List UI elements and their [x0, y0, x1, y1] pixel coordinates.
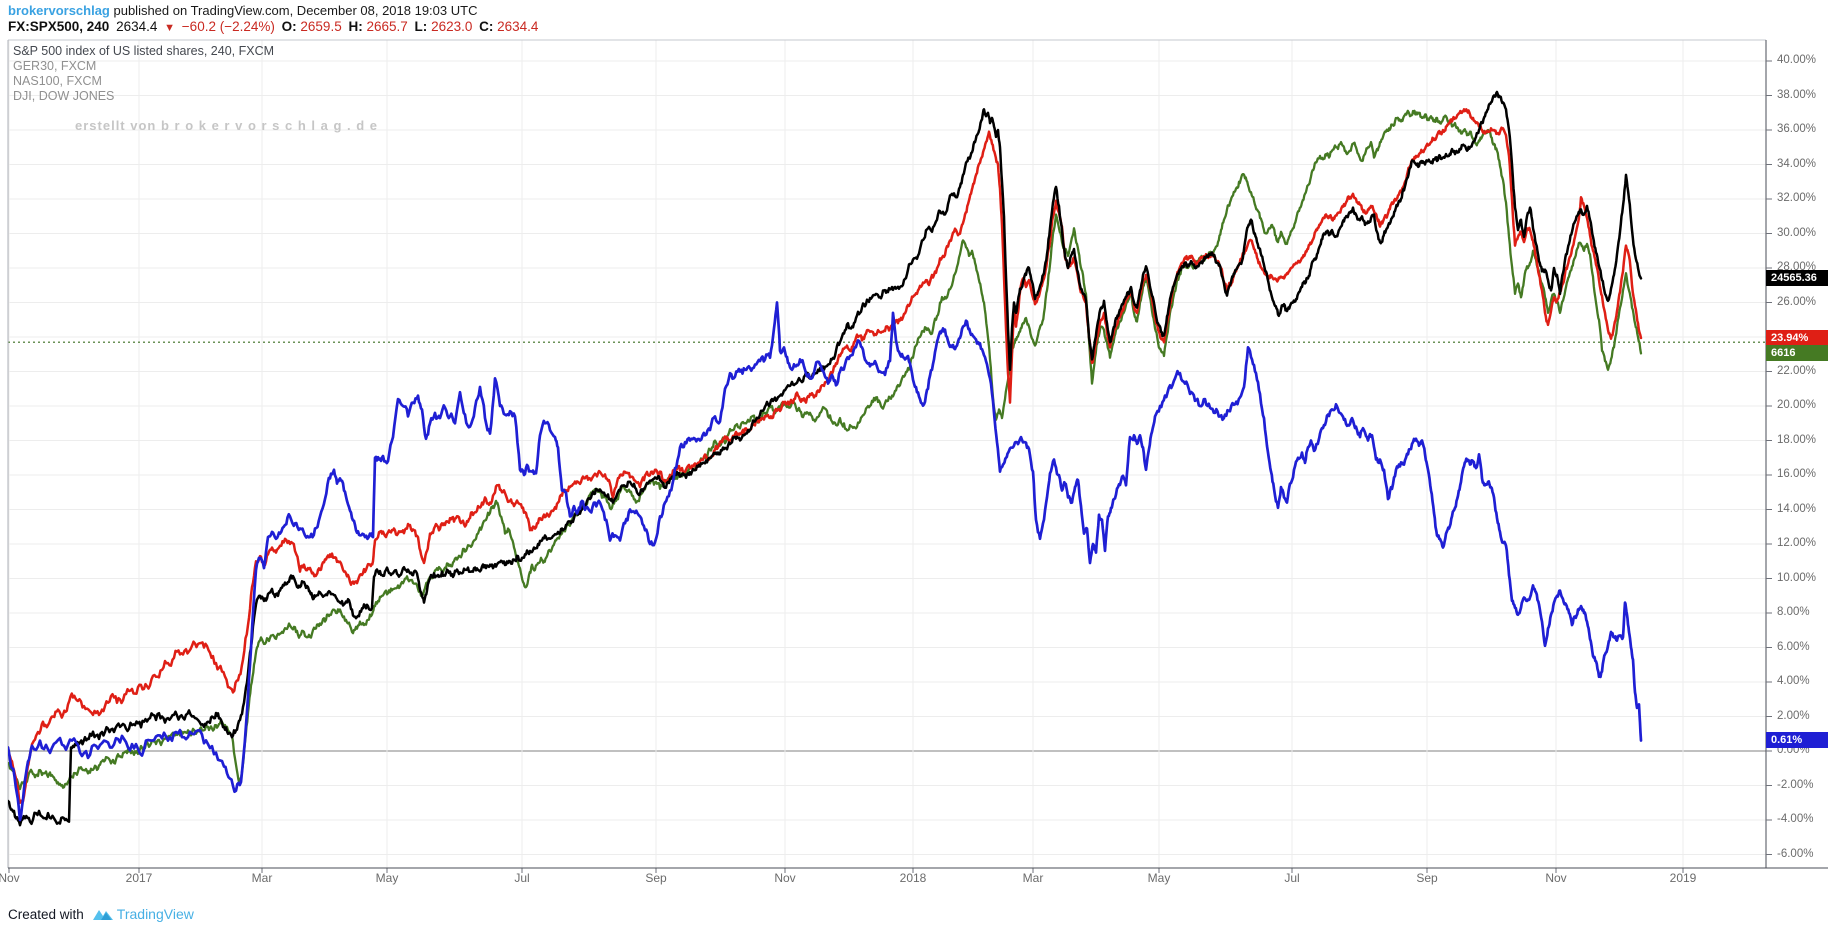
- chart-legend: S&P 500 index of US listed shares, 240, …: [13, 44, 274, 104]
- x-axis-label: May: [375, 871, 399, 885]
- tradingview-link[interactable]: TradingView: [116, 906, 194, 922]
- x-axis-label: Mar: [1022, 871, 1044, 885]
- legend-main-series[interactable]: S&P 500 index of US listed shares, 240, …: [13, 44, 275, 58]
- y-axis-label: 2.00%: [1777, 709, 1810, 722]
- series-line: [8, 301, 1643, 822]
- footer: Created with TradingView: [8, 906, 194, 922]
- y-axis-label: 4.00%: [1777, 675, 1810, 687]
- x-axis-label: Sep: [1416, 871, 1438, 885]
- legend-compare-nas100[interactable]: NAS100, FXCM: [13, 74, 102, 88]
- y-axis-label: 26.00%: [1777, 295, 1817, 308]
- x-axis-label: Nov: [774, 871, 796, 885]
- change-value: −60.2 (−2.24%): [181, 19, 275, 34]
- y-axis-label: -6.00%: [1777, 847, 1814, 860]
- high-value: 2665.7: [366, 19, 408, 34]
- y-axis-label: 38.00%: [1777, 88, 1817, 101]
- x-axis-label: Jul: [514, 871, 530, 885]
- down-triangle-icon: ▼: [164, 22, 176, 34]
- last-price: 2634.4: [116, 19, 158, 34]
- y-axis-label: 12.00%: [1777, 537, 1817, 549]
- y-axis-label: 30.00%: [1777, 226, 1817, 239]
- y-axis-label: 36.00%: [1777, 123, 1817, 135]
- y-axis-label: -4.00%: [1777, 813, 1814, 825]
- tradingview-logo-icon[interactable]: [92, 907, 114, 922]
- y-axis-label: 22.00%: [1777, 364, 1817, 377]
- y-axis-label: 40.00%: [1777, 54, 1817, 66]
- y-axis-label: 28.00%: [1777, 261, 1817, 273]
- x-axis-label: Sep: [645, 871, 667, 885]
- low-label: L:: [414, 19, 428, 34]
- legend-compare-dji[interactable]: DJI, DOW JONES: [13, 89, 115, 103]
- close-value: 2634.4: [497, 19, 539, 34]
- close-label: C:: [479, 19, 494, 34]
- low-value: 2623.0: [431, 19, 473, 34]
- byline-text: published on TradingView.com, December 0…: [109, 3, 478, 18]
- price-badge: 23.94%: [1766, 330, 1828, 347]
- price-badge: 0.61%: [1766, 732, 1828, 749]
- y-axis-label: 14.00%: [1777, 502, 1817, 515]
- open-label: O:: [281, 19, 297, 34]
- y-axis-label: -2.00%: [1777, 778, 1814, 791]
- price-badge: 24565.36: [1766, 270, 1828, 287]
- series-line: [8, 90, 1643, 827]
- series-line: [8, 109, 1643, 791]
- x-axis-label: 2018: [899, 871, 927, 885]
- series-line: [8, 108, 1643, 805]
- y-axis-label: 6.00%: [1777, 640, 1810, 653]
- y-axis-label: 34.00%: [1777, 157, 1817, 170]
- legend-compare-ger30[interactable]: GER30, FXCM: [13, 59, 97, 73]
- open-value: 2659.5: [300, 19, 342, 34]
- y-axis-label: 20.00%: [1777, 399, 1817, 411]
- y-axis-label: 8.00%: [1777, 606, 1810, 618]
- watermark: erstellt von b r o k e r v o r s c h l a…: [75, 118, 379, 133]
- y-axis-label: 32.00%: [1777, 192, 1817, 204]
- y-axis-label: 10.00%: [1777, 571, 1817, 584]
- x-axis-label: 2017: [125, 871, 153, 885]
- x-axis-label: Jul: [1284, 871, 1300, 885]
- symbol-name[interactable]: FX:SPX500, 240: [8, 19, 110, 34]
- author-link[interactable]: brokervorschlag: [8, 3, 110, 18]
- x-axis-label: Nov: [1545, 871, 1567, 885]
- x-axis-label: May: [1147, 871, 1171, 885]
- high-label: H:: [348, 19, 363, 34]
- byline: brokervorschlag published on TradingView…: [8, 3, 477, 18]
- x-axis-label: Nov: [0, 871, 20, 885]
- symbol-info-row: FX:SPX500, 240 2634.4 ▼ −60.2 (−2.24%) O…: [8, 19, 541, 34]
- y-axis-label: 18.00%: [1777, 433, 1817, 446]
- y-axis-label: 16.00%: [1777, 468, 1817, 480]
- x-axis-label: Mar: [251, 871, 273, 885]
- created-with-text: Created with: [8, 906, 84, 922]
- x-axis-label: 2019: [1669, 871, 1697, 885]
- price-badge: 6616: [1766, 345, 1828, 362]
